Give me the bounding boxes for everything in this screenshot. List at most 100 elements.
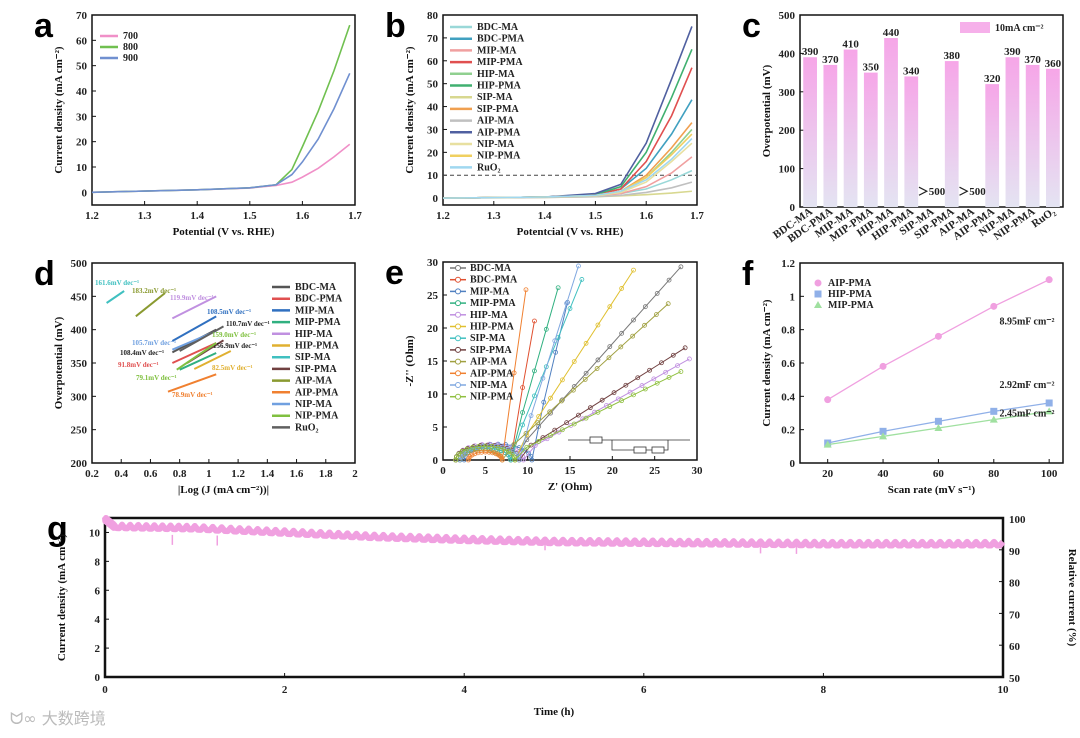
data-point xyxy=(631,392,636,398)
data-point xyxy=(559,427,565,433)
y-tick-label: 30 xyxy=(427,124,439,136)
x-axis-label: Potentcial (V vs. RHE) xyxy=(517,226,624,238)
data-point xyxy=(571,421,577,427)
data-point xyxy=(541,399,547,405)
legend-label: 700 xyxy=(123,31,138,42)
data-point xyxy=(547,409,553,415)
data-point xyxy=(532,318,537,324)
bar-value-label: 380 xyxy=(943,50,960,62)
data-point xyxy=(532,393,537,399)
data-point xyxy=(567,306,573,311)
data-point xyxy=(520,422,525,428)
y-tick-label: 1.2 xyxy=(781,258,795,270)
y-tick-label: 200 xyxy=(779,125,796,137)
data-point xyxy=(470,445,475,450)
y-tick-label: 0 xyxy=(82,187,88,199)
data-point xyxy=(653,312,659,317)
data-point xyxy=(666,374,672,380)
x-tick-label: 6 xyxy=(641,684,647,696)
data-point xyxy=(555,285,561,291)
data-point xyxy=(642,322,647,328)
x-axis-label: Z' (Ohm) xyxy=(548,481,593,493)
data-point xyxy=(1045,276,1053,284)
legend-marker xyxy=(814,290,822,298)
y-tick-label: 25 xyxy=(427,290,439,302)
cdl-annotation: 2.92mF cm⁻² xyxy=(999,380,1054,391)
y-tick-label: 500 xyxy=(71,258,88,270)
data-point xyxy=(511,441,517,447)
bar-BDC-MA xyxy=(803,57,817,207)
stability-curve xyxy=(102,515,1006,549)
legend-label: 800 xyxy=(123,42,138,53)
bar-NIP-MA xyxy=(1005,57,1020,207)
legend-label: MIP-PMA xyxy=(477,57,523,68)
panel-f: f 20 40 60 80 100 0 0.2 0.4 0.6 0.8 1 1.2 Scan rate (… xyxy=(742,255,1064,496)
x-tick-label: 1.4 xyxy=(538,210,552,222)
data-point xyxy=(472,451,478,457)
x-tick-label: 40 xyxy=(878,468,890,480)
nyquist-line-AIP-PMA xyxy=(467,289,527,461)
cdl-annotation: 2.45mF cm⁻² xyxy=(999,408,1054,419)
tafel-line-MIP-PMA xyxy=(179,352,217,371)
data-point xyxy=(627,389,633,395)
data-point xyxy=(1045,399,1053,407)
y-tick-label: 40 xyxy=(427,102,439,114)
data-point xyxy=(552,338,558,344)
legend-swatch xyxy=(960,22,990,33)
legend-label: 900 xyxy=(123,53,138,64)
data-point xyxy=(823,440,832,448)
data-point xyxy=(576,263,581,269)
y-tick-label: 0 xyxy=(790,202,796,214)
data-point xyxy=(540,375,546,381)
data-point xyxy=(642,304,648,310)
legend-label: MIP-PMA xyxy=(470,298,516,309)
x-tick-label: 0.8 xyxy=(173,468,187,480)
legend-label: SIP-PMA xyxy=(470,345,512,356)
cdl-annotation: 8.95mF cm⁻² xyxy=(999,317,1054,328)
tafel-slope-label: 105.7mV dec⁻¹ xyxy=(132,339,176,347)
x-tick-label: 1.7 xyxy=(348,210,362,222)
data-point xyxy=(686,356,692,362)
data-point xyxy=(528,442,534,448)
x-category-label: RuO₂ xyxy=(1029,205,1058,230)
x-tick-label: 100 xyxy=(1041,468,1058,480)
legend-label: SIP-MA xyxy=(477,92,513,103)
data-point xyxy=(526,450,531,456)
legend-label: AIP-MA xyxy=(470,357,508,368)
data-point xyxy=(583,415,589,421)
legend-marker xyxy=(455,358,461,365)
bar-value-label: 350 xyxy=(863,62,880,74)
y-tick-label: 500 xyxy=(779,10,796,22)
data-point xyxy=(453,457,459,463)
x-tick-label: 1.3 xyxy=(487,210,501,222)
data-point xyxy=(623,382,629,388)
data-point xyxy=(639,383,645,388)
y-tick-label: 6 xyxy=(95,585,101,597)
data-point xyxy=(564,300,570,306)
data-point xyxy=(611,390,617,396)
bar-value-label: 320 xyxy=(984,73,1001,85)
data-point xyxy=(536,439,542,444)
x-tick-label: 2 xyxy=(352,468,358,480)
y-tick-label: 350 xyxy=(71,358,88,370)
tafel-line-NIP-PMA xyxy=(176,342,217,371)
plot-frame xyxy=(103,516,1005,679)
x-tick-label: 5 xyxy=(483,465,489,477)
x-tick-label: 2 xyxy=(282,684,288,696)
legend-marker xyxy=(455,311,461,318)
x-tick-label: 60 xyxy=(933,468,945,480)
data-point xyxy=(670,352,676,358)
x-tick-label: 10 xyxy=(522,465,534,477)
watermark-text: 大数跨境 xyxy=(41,709,106,728)
bar-HIP-PMA xyxy=(904,76,919,207)
resistor-icon xyxy=(633,446,647,454)
y-tick-label: 100 xyxy=(779,164,796,176)
data-point xyxy=(536,414,542,419)
y-tick-label: 450 xyxy=(71,291,88,303)
legend-label: NIP-MA xyxy=(477,139,515,150)
y-tick-label: 70 xyxy=(427,33,439,45)
data-point xyxy=(511,454,517,460)
panel-b: b 1.2 1.3 1.4 1.5 1.6 1.7 0 10 20 30 40 50 60 70 80 Pote… xyxy=(385,7,704,238)
